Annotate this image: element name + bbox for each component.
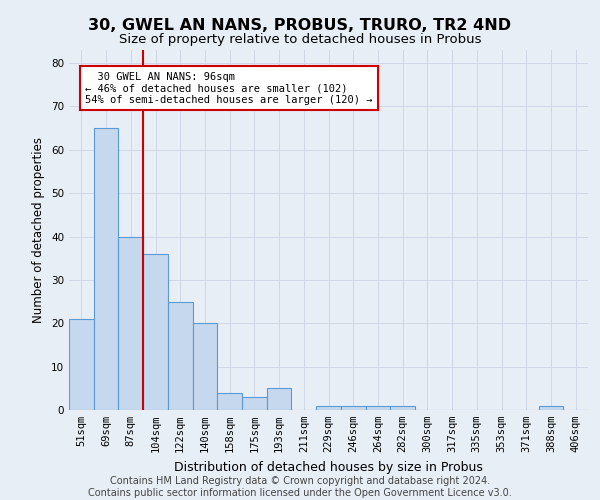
- Bar: [143, 254, 168, 410]
- Bar: [168, 302, 193, 410]
- Bar: [316, 406, 341, 410]
- Bar: [94, 128, 118, 410]
- Bar: [69, 319, 94, 410]
- Bar: [193, 324, 217, 410]
- Bar: [217, 392, 242, 410]
- Bar: [539, 406, 563, 410]
- Text: 30, GWEL AN NANS, PROBUS, TRURO, TR2 4ND: 30, GWEL AN NANS, PROBUS, TRURO, TR2 4ND: [88, 18, 512, 32]
- Bar: [118, 236, 143, 410]
- Bar: [242, 397, 267, 410]
- Bar: [390, 406, 415, 410]
- Bar: [365, 406, 390, 410]
- Y-axis label: Number of detached properties: Number of detached properties: [32, 137, 46, 323]
- Text: Contains HM Land Registry data © Crown copyright and database right 2024.
Contai: Contains HM Land Registry data © Crown c…: [88, 476, 512, 498]
- X-axis label: Distribution of detached houses by size in Probus: Distribution of detached houses by size …: [174, 460, 483, 473]
- Text: 30 GWEL AN NANS: 96sqm
← 46% of detached houses are smaller (102)
54% of semi-de: 30 GWEL AN NANS: 96sqm ← 46% of detached…: [85, 72, 373, 105]
- Bar: [341, 406, 365, 410]
- Bar: [267, 388, 292, 410]
- Text: Size of property relative to detached houses in Probus: Size of property relative to detached ho…: [119, 32, 481, 46]
